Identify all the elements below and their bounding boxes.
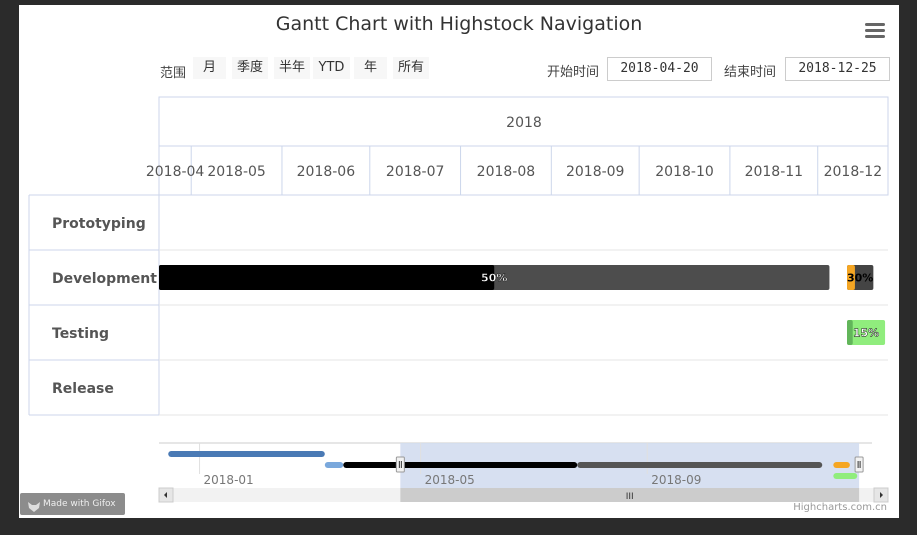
month-label: 2018-08 xyxy=(477,164,536,180)
gifox-label: Made with Gifox xyxy=(43,499,116,509)
category-label: Testing xyxy=(52,326,109,342)
task-percent-label: 30% xyxy=(847,272,873,285)
month-label: 2018-09 xyxy=(566,164,625,180)
chart-container: Gantt Chart with Highstock Navigation 范围… xyxy=(19,5,899,518)
fox-icon xyxy=(28,499,40,512)
navigator[interactable]: 2018-01 2018-05 2018-09 III xyxy=(158,442,889,503)
navigator-axis-label: 2018-09 xyxy=(651,473,701,487)
task-completed-bar[interactable] xyxy=(847,265,855,290)
gantt-tasks: 50% 30% 15% xyxy=(159,265,886,345)
x-axis-month-labels: 2018-04 2018-05 2018-06 2018-07 2018-08 2018-… xyxy=(146,164,882,180)
range-from-input[interactable]: 2018-04-20 xyxy=(607,57,712,81)
range-button-ytd[interactable]: YTD xyxy=(313,57,350,79)
month-label: 2018-07 xyxy=(386,164,445,180)
gantt-chart: 2018 2018-04 2018-05 2018-06 2018-07 2018-08… xyxy=(28,96,889,503)
navigator-axis-label: 2018-01 xyxy=(204,473,254,487)
category-label: Release xyxy=(52,381,114,397)
month-label: 2018-05 xyxy=(207,164,266,180)
x-axis-year-label: 2018 xyxy=(506,115,542,131)
navigator-axis-label: 2018-05 xyxy=(425,473,475,487)
month-label: 2018-10 xyxy=(655,164,714,180)
category-label: Prototyping xyxy=(52,216,146,232)
range-from-label: 开始时间 xyxy=(547,65,600,80)
month-label: 2018-04 xyxy=(146,164,205,180)
arrow-right-icon xyxy=(880,492,883,498)
task-bar[interactable] xyxy=(847,320,886,345)
navigator-bar xyxy=(577,462,823,468)
range-to-label: 结束时间 xyxy=(724,65,777,80)
scrollbar-grip[interactable]: III xyxy=(626,492,634,502)
chart-grid xyxy=(28,96,889,416)
hamburger-menu-icon[interactable] xyxy=(865,23,885,39)
range-button-all[interactable]: 所有 xyxy=(393,57,429,79)
month-label: 2018-11 xyxy=(745,164,804,180)
range-zoom-label: 范围 xyxy=(160,66,187,81)
navigator-bar xyxy=(324,462,344,468)
range-button-month[interactable]: 月 xyxy=(193,57,226,79)
navigator-bar xyxy=(343,462,578,468)
month-label: 2018-12 xyxy=(824,164,883,180)
navigator-bar xyxy=(833,473,858,479)
navigator-bar xyxy=(833,462,850,468)
range-button-quarter[interactable]: 季度 xyxy=(232,57,268,79)
chart-title: Gantt Chart with Highstock Navigation xyxy=(275,13,643,35)
range-button-half-year[interactable]: 半年 xyxy=(274,57,310,79)
range-button-year[interactable]: 年 xyxy=(354,57,387,79)
task-completed-bar[interactable] xyxy=(159,265,495,290)
navigator-right-handle[interactable] xyxy=(854,456,864,473)
credits-link[interactable]: Highcharts.com.cn xyxy=(793,502,887,513)
task-completed-bar[interactable] xyxy=(847,320,853,345)
range-to-input[interactable]: 2018-12-25 xyxy=(785,57,890,81)
y-axis-category-labels: Prototyping Development Testing Release xyxy=(52,216,157,397)
scrollbar-thumb[interactable] xyxy=(400,488,860,502)
task-percent-label: 15% xyxy=(853,327,879,340)
navigator-bar xyxy=(168,451,325,457)
navigator-left-handle[interactable] xyxy=(395,456,405,473)
arrow-left-icon xyxy=(164,492,167,498)
category-label: Development xyxy=(52,271,157,287)
month-label: 2018-06 xyxy=(297,164,356,180)
gifox-watermark: Made with Gifox xyxy=(20,493,125,515)
task-percent-label: 50% xyxy=(481,272,507,285)
